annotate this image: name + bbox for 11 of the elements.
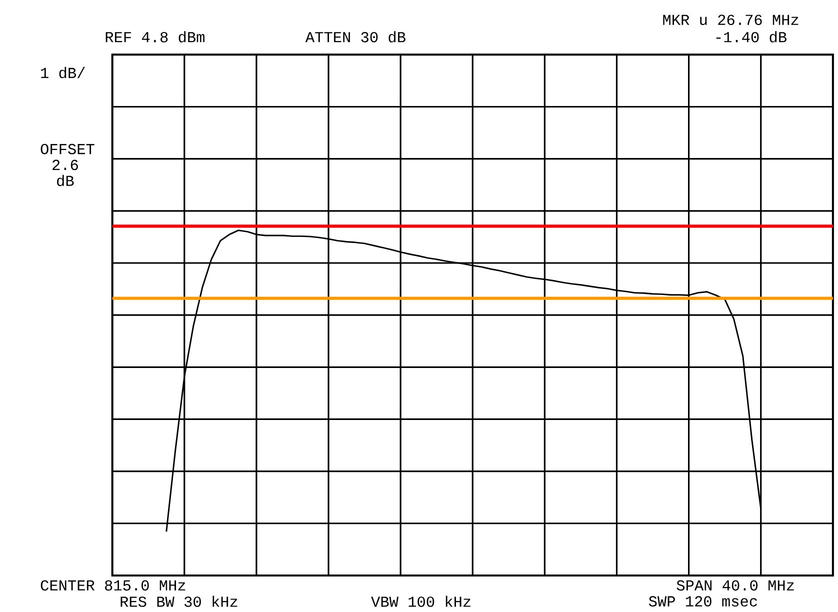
text: MKR u 26.76 MHz bbox=[663, 14, 798, 25]
text: CENTER 815.0 MHz bbox=[40, 580, 186, 590]
text: SPAN 40.0 MHz bbox=[676, 580, 794, 590]
text: -1.40 dB bbox=[716, 31, 786, 42]
text: ATTEN 30 dB bbox=[305, 31, 406, 42]
text: REF 4.8 dBm bbox=[106, 31, 204, 42]
text: OFFSET 2.6 dB bbox=[40, 144, 94, 186]
text: RES BW 30 kHz bbox=[120, 596, 238, 607]
text: 1 dB/ bbox=[41, 66, 85, 78]
text: SWP 120 msec bbox=[648, 596, 757, 606]
text: VBW 100 kHz bbox=[371, 596, 470, 607]
